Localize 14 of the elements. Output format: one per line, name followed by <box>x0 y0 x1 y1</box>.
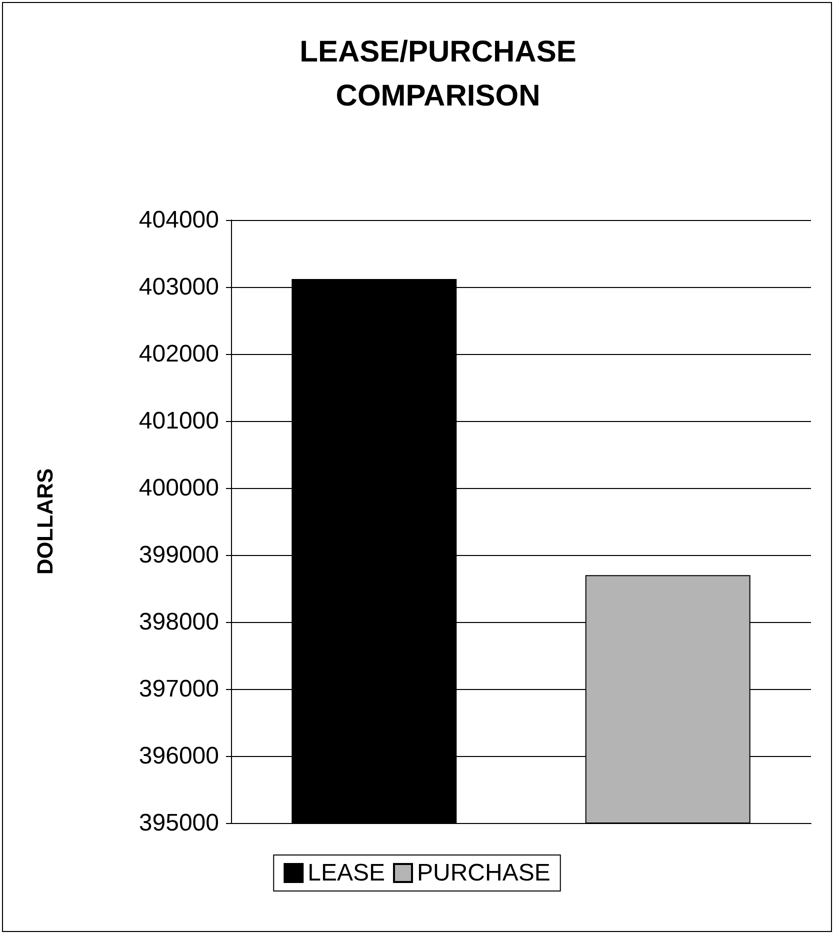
y-axis-title: DOLLARS <box>32 468 58 575</box>
y-tick-label: 400000 <box>138 474 219 502</box>
y-tick-label: 401000 <box>138 408 219 434</box>
y-tick-label: 404000 <box>138 206 219 234</box>
y-tick-label: 398000 <box>138 608 219 636</box>
y-tick-label: 397000 <box>138 676 219 702</box>
y-tick-label: 399000 <box>138 542 219 568</box>
legend-label: PURCHASE <box>417 860 550 886</box>
y-tick-label: 403000 <box>138 274 219 300</box>
y-tick-label: 402000 <box>138 340 219 368</box>
chart-title: LEASE/PURCHASE COMPARISON <box>300 36 576 112</box>
y-tick-label: 396000 <box>138 742 219 770</box>
y-tick-label: 395000 <box>138 810 219 836</box>
legend-label: LEASE <box>308 860 386 886</box>
